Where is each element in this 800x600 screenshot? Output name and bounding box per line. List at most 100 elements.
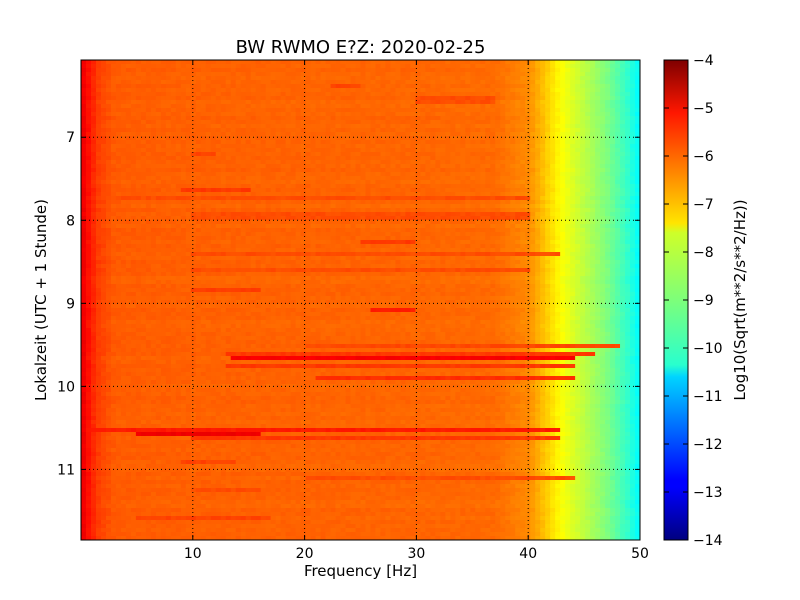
heatmap-cell bbox=[520, 164, 526, 169]
heatmap-cell bbox=[155, 204, 162, 209]
heatmap-cell bbox=[220, 212, 227, 217]
heatmap-cell bbox=[250, 120, 257, 125]
heatmap-cell bbox=[500, 168, 506, 173]
heatmap-cell bbox=[100, 192, 107, 197]
heatmap-cell bbox=[220, 220, 227, 225]
heatmap-cell bbox=[185, 120, 192, 125]
heatmap-cell bbox=[155, 196, 162, 201]
heatmap-cell bbox=[295, 120, 302, 125]
heatmap-cell bbox=[480, 100, 486, 105]
heatmap-cell bbox=[595, 120, 601, 125]
heatmap-cell bbox=[210, 216, 217, 221]
heatmap-cell bbox=[480, 128, 486, 133]
heatmap-cell bbox=[450, 164, 456, 169]
heatmap-cell bbox=[560, 156, 566, 161]
heatmap-cell bbox=[265, 204, 272, 209]
heatmap-cell bbox=[390, 120, 396, 125]
heatmap-cell bbox=[100, 184, 107, 189]
heatmap-cell bbox=[625, 200, 631, 205]
heatmap-cell bbox=[520, 152, 526, 157]
heatmap-cell bbox=[100, 64, 107, 69]
heatmap-cell bbox=[165, 100, 172, 105]
heatmap-cell bbox=[555, 156, 561, 161]
heatmap-cell bbox=[290, 232, 297, 237]
heatmap-cell bbox=[155, 192, 162, 197]
heatmap-cell bbox=[540, 172, 546, 177]
heatmap-cell bbox=[490, 120, 496, 125]
heatmap-cell bbox=[290, 108, 297, 113]
heatmap-cell bbox=[175, 76, 182, 81]
heatmap-cell bbox=[620, 64, 626, 69]
heatmap-cell bbox=[555, 116, 561, 121]
heatmap-cell bbox=[310, 128, 316, 133]
heatmap-cell bbox=[600, 176, 606, 181]
heatmap-cell bbox=[265, 84, 272, 89]
heatmap-cell bbox=[360, 84, 366, 89]
heatmap-cell bbox=[410, 104, 416, 109]
heatmap-cell bbox=[170, 216, 177, 221]
heatmap-cell bbox=[190, 128, 197, 133]
heatmap-cell bbox=[595, 180, 601, 185]
heatmap-cell bbox=[635, 92, 640, 97]
heatmap-cell bbox=[385, 120, 391, 125]
heatmap-cell bbox=[175, 132, 182, 137]
heatmap-cell bbox=[290, 208, 297, 213]
heatmap-cell bbox=[375, 64, 381, 69]
heatmap-cell bbox=[615, 168, 621, 173]
heatmap-cell bbox=[260, 208, 267, 213]
heatmap-cell bbox=[375, 60, 381, 65]
heatmap-cell bbox=[190, 140, 197, 145]
heatmap-cell bbox=[145, 212, 152, 217]
heatmap-cell bbox=[450, 152, 456, 157]
heatmap-cell bbox=[510, 204, 516, 209]
heatmap-cell bbox=[355, 216, 361, 221]
heatmap-cell bbox=[415, 196, 421, 201]
heatmap-cell bbox=[390, 164, 396, 169]
heatmap-cell bbox=[460, 80, 466, 85]
heatmap-cell bbox=[340, 152, 346, 157]
heatmap-cell bbox=[205, 156, 212, 161]
heatmap-cell bbox=[120, 124, 127, 129]
heatmap-cell bbox=[545, 164, 551, 169]
heatmap-cell bbox=[155, 144, 162, 149]
heatmap-cell bbox=[485, 124, 491, 129]
heatmap-cell bbox=[495, 108, 501, 113]
heatmap-cell bbox=[255, 76, 262, 81]
heatmap-cell bbox=[470, 188, 476, 193]
heatmap-cell bbox=[385, 228, 391, 233]
heatmap-cell bbox=[150, 144, 157, 149]
heatmap-cell bbox=[595, 168, 601, 173]
heatmap-cell bbox=[530, 104, 536, 109]
heatmap-cell bbox=[145, 176, 152, 181]
heatmap-cell bbox=[95, 168, 102, 173]
heatmap-cell bbox=[400, 128, 406, 133]
heatmap-cell bbox=[530, 88, 536, 93]
heatmap-cell bbox=[485, 148, 491, 153]
heatmap-cell bbox=[245, 128, 252, 133]
heatmap-cell bbox=[590, 228, 596, 233]
heatmap-cell bbox=[410, 156, 416, 161]
heatmap-cell bbox=[160, 208, 167, 213]
heatmap-cell bbox=[205, 228, 212, 233]
heatmap-cell bbox=[395, 92, 401, 97]
heatmap-cell bbox=[590, 184, 596, 189]
heatmap-cell bbox=[440, 216, 446, 221]
heatmap-cell bbox=[610, 76, 616, 81]
heatmap-cell bbox=[125, 212, 132, 217]
heatmap-cell bbox=[450, 192, 456, 197]
heatmap-cell bbox=[270, 68, 277, 73]
heatmap-cell bbox=[630, 204, 636, 209]
heatmap-cell bbox=[440, 112, 446, 117]
heatmap-cell bbox=[520, 120, 526, 125]
heatmap-cell bbox=[305, 204, 311, 209]
heatmap-cell bbox=[250, 80, 257, 85]
heatmap-cell bbox=[535, 64, 541, 69]
heatmap-cell bbox=[335, 104, 341, 109]
heatmap-cell bbox=[390, 156, 396, 161]
heatmap-cell bbox=[260, 216, 267, 221]
heatmap-cell bbox=[295, 192, 302, 197]
heatmap-cell bbox=[310, 152, 316, 157]
heatmap-cell bbox=[560, 188, 566, 193]
heatmap-cell bbox=[245, 148, 252, 153]
heatmap-cell bbox=[270, 216, 277, 221]
